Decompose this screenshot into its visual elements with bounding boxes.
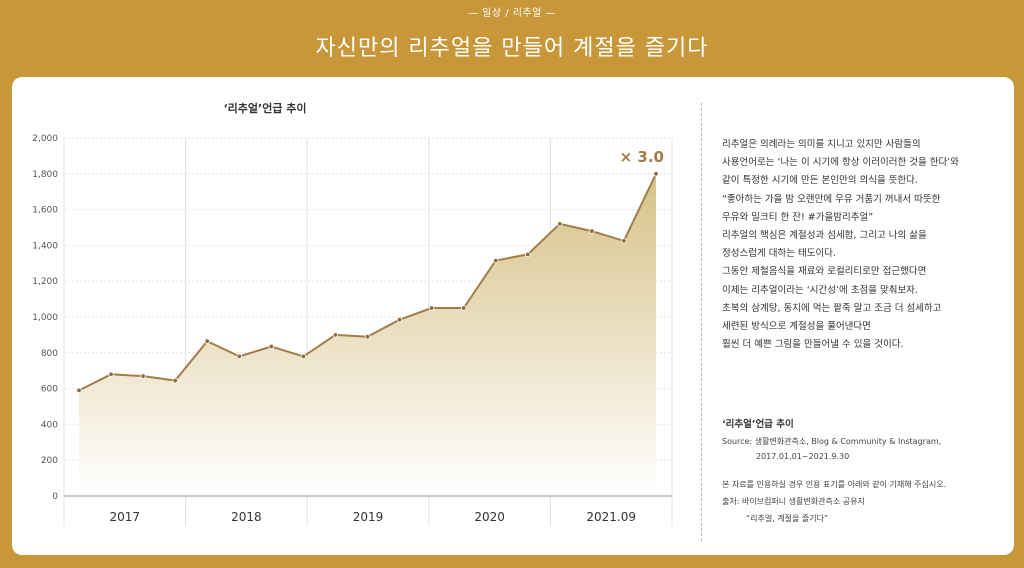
growth-annotation: × 3.0: [620, 148, 664, 166]
data-point: [557, 221, 563, 227]
description-line: 리추얼은 의례라는 의미를 지니고 있지만 사람들의: [722, 139, 921, 150]
citation-note: 본 자료를 인용하실 경우 인용 표기를 아래와 같이 기재해 주십시오.: [722, 480, 947, 489]
description-line: 리추얼의 핵심은 계절성과 섬세함, 그리고 나의 삶을: [722, 230, 927, 242]
citation-title: “리추얼, 계절을 즐기다”: [746, 514, 829, 523]
data-point: [396, 316, 403, 323]
data-point: [428, 305, 435, 311]
description-line: 이제는 리추얼이라는 ‘시간성’에 초점을 맞춰보자.: [722, 284, 918, 296]
x-tick-label: 2020: [474, 510, 505, 524]
x-tick-label: 2021.09: [586, 510, 636, 524]
citation-source: 출처: 바이브컴퍼니 생활변화관측소 공유지: [722, 497, 865, 506]
data-point: [589, 228, 595, 234]
description-line: 같이 특정한 시기에 만든 본인만의 의식을 뜻한다.: [722, 175, 918, 187]
description-line: 초복의 삼계탕, 동지에 먹는 팥죽 말고 조금 더 섬세하고: [722, 302, 942, 314]
data-point: [140, 373, 146, 379]
description-line: 사용언어로는 ‘나는 이 시기에 항상 이러이러한 것을 한다’와: [722, 157, 959, 169]
data-point: [108, 371, 114, 377]
description-line: 세련된 방식으로 계절성을 풀어낸다면: [722, 321, 871, 333]
data-point: [525, 251, 531, 258]
data-point: [172, 377, 178, 384]
description-line: 정성스럽게 대하는 태도이다.: [722, 248, 836, 260]
x-tick-label: 2017: [110, 510, 141, 524]
data-point: [236, 353, 242, 360]
column-divider: [701, 103, 702, 541]
data-point: [268, 343, 275, 350]
page-title: 자신만의 리추얼을 만들어 계절을 즐기다: [315, 36, 709, 61]
y-tick-label: 200: [41, 456, 58, 466]
y-tick-label: 1,400: [32, 241, 58, 251]
y-tick-label: 1,000: [32, 313, 58, 323]
y-tick-label: 1,200: [32, 277, 58, 287]
x-tick-label: 2019: [353, 510, 384, 524]
data-point: [204, 338, 210, 344]
description-line: 훨씬 더 예쁜 그림을 만들어낼 수 있을 것이다.: [722, 339, 904, 351]
source-date-range: 2017.01.01~2021.9.30: [756, 452, 850, 461]
data-point: [332, 332, 339, 338]
source-title: ‘리추얼’언급 추이: [722, 419, 794, 430]
data-point: [364, 333, 371, 340]
x-tick-label: 2018: [231, 510, 262, 524]
y-tick-label: 400: [41, 420, 58, 430]
data-point: [76, 387, 82, 394]
y-tick-label: 1,600: [32, 206, 58, 216]
data-point: [460, 305, 467, 311]
y-tick-label: 800: [41, 349, 58, 359]
y-tick-label: 0: [52, 492, 58, 502]
area-fill: [79, 173, 656, 497]
description-line: “좋아하는 가을 밤 오랜만에 우유 거품기 꺼내서 따뜻한: [722, 193, 941, 205]
y-tick-label: 600: [41, 385, 58, 395]
section-kicker: — 일상 / 리추얼 —: [467, 8, 557, 19]
chart-title: ‘리추얼’언급 추이: [223, 102, 307, 115]
data-point: [493, 257, 499, 264]
description-line: 그동안 제철음식을 재료와 로컬리티로만 접근했다면: [722, 266, 927, 278]
y-tick-label: 1,800: [32, 170, 58, 180]
source-line: Source: 생활변화관측소, Blog & Community & Inst…: [722, 437, 942, 446]
data-point: [621, 238, 627, 244]
data-point: [300, 353, 307, 360]
area-chart: 0 200 400 600 800 1,000 1,200 1,400 1,600 1,800 2,…: [32, 134, 673, 526]
data-point: [653, 171, 659, 177]
description-line: 우유와 밀크티 한 잔! #가을밤리추얼”: [722, 211, 874, 223]
y-tick-label: 2,000: [32, 134, 58, 144]
